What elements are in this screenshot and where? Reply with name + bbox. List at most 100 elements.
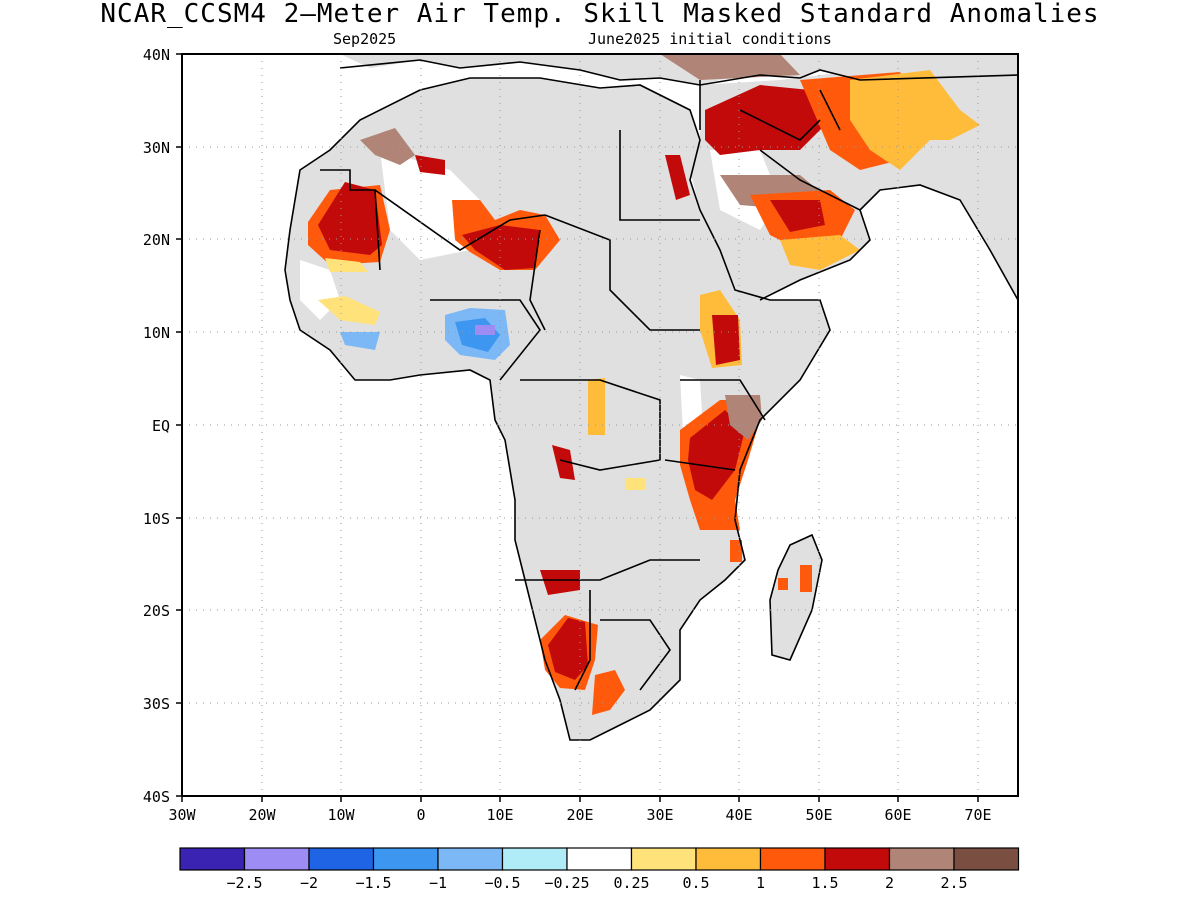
colorbar-label: −1.5	[355, 874, 391, 892]
anomaly-iran-yellow	[850, 70, 960, 170]
border-algeria	[374, 189, 546, 251]
lon-label-70e: 70E	[964, 806, 991, 824]
map-title: NCAR_CCSM4 2—Meter Air Temp. Skill Maske…	[100, 0, 1100, 29]
colorbar-label: −0.5	[484, 874, 520, 892]
arabia-coastline	[759, 184, 1018, 301]
anomaly-nigeria-purple	[475, 325, 495, 335]
anomaly-egypt-red	[665, 155, 690, 200]
lat-label-20n: 20N	[143, 231, 170, 249]
anomaly-westafrica-blue	[340, 332, 380, 350]
colorbar-label: 1.5	[811, 874, 838, 892]
colorbar-label: 0.25	[613, 874, 649, 892]
colorbar-label: 0.5	[682, 874, 709, 892]
lat-label-20s: 20S	[143, 602, 170, 620]
anomaly-algeria-brown	[360, 128, 415, 165]
colorbar-swatch	[630, 847, 697, 871]
anomaly-angola-red	[540, 570, 580, 595]
anomaly-madagascar-orange	[800, 565, 812, 592]
border-east	[680, 379, 766, 421]
europe-landmass	[340, 54, 1018, 85]
lon-label-20w: 20W	[248, 806, 276, 824]
anomaly-mauritania-yellow	[325, 258, 368, 272]
colorbar-swatch	[372, 847, 439, 871]
lon-labels: 30W 20W 10W 0 10E 20E 30E 40E 50E 60E 70…	[168, 806, 991, 824]
border-nigeria	[430, 299, 541, 381]
lon-label-20e: 20E	[566, 806, 593, 824]
border-congo	[520, 379, 661, 471]
lon-label-0: 0	[416, 806, 425, 824]
colorbar-label: −1	[429, 874, 447, 892]
lon-label-10e: 10E	[486, 806, 513, 824]
lat-label-eq: EQ	[152, 417, 170, 435]
lat-label-10s: 10S	[143, 510, 170, 528]
lat-label-30s: 30S	[143, 695, 170, 713]
colorbar-swatch	[243, 847, 310, 871]
lon-label-30w: 30W	[168, 806, 196, 824]
anomaly-congo-yellow	[588, 378, 605, 435]
anomaly-westafrica-yellow	[318, 296, 380, 325]
anomaly-congo-red	[552, 445, 575, 480]
anomaly-turkey-brown	[660, 54, 800, 80]
anomaly-southafrica-orange	[592, 670, 625, 715]
colorbar-label: 2	[885, 874, 894, 892]
map-area	[182, 54, 1018, 796]
colorbar-label: −0.25	[544, 874, 589, 892]
colorbar-label: 2.5	[940, 874, 967, 892]
colorbar-label: −2.5	[226, 874, 262, 892]
lon-label-30e: 30E	[646, 806, 673, 824]
lat-label-10n: 10N	[143, 324, 170, 342]
lon-label-60e: 60E	[884, 806, 911, 824]
border-tanzania	[664, 459, 736, 471]
africa-coastline	[284, 77, 831, 741]
lon-label-40e: 40E	[725, 806, 752, 824]
anomaly-algeria-red	[415, 155, 445, 175]
colorbar-swatch	[179, 847, 246, 871]
colorbar-swatch	[501, 847, 568, 871]
colorbar-label: −2	[300, 874, 318, 892]
axis-ticks	[176, 53, 979, 802]
colorbar-label: 1	[756, 874, 765, 892]
colorbar-swatch	[953, 847, 1020, 871]
lon-label-10w: 10W	[327, 806, 355, 824]
colorbar-labels: −2.5 −2 −1.5 −1 −0.5 −0.25 0.25 0.5 1 1.5 2 2.5	[226, 874, 967, 892]
colorbar-swatch	[566, 847, 633, 871]
lon-label-50e: 50E	[805, 806, 832, 824]
colorbar-swatch	[437, 847, 504, 871]
anomaly-kenya-red	[688, 410, 745, 500]
anomaly-mauritania-red	[318, 182, 382, 255]
anomaly-kenya-brown	[725, 395, 762, 440]
lat-label-40s: 40S	[143, 788, 170, 806]
colorbar-swatch	[759, 847, 826, 871]
border-southern	[515, 559, 700, 581]
border-sudan	[544, 214, 700, 331]
anomaly-zambia-yellow	[625, 478, 645, 490]
anomaly-arabia-red	[770, 200, 825, 232]
border-chad	[529, 229, 546, 331]
valid-month: Sep2025	[333, 30, 397, 48]
anomaly-ethiopia-red	[712, 315, 740, 365]
colorbar-swatch	[888, 847, 955, 871]
initial-conditions: June2025 initial conditions	[588, 30, 832, 48]
colorbar-swatch	[695, 847, 762, 871]
colorbar-swatch	[308, 847, 375, 871]
lat-label-30n: 30N	[143, 139, 170, 157]
anomaly-madagascar-orange-2	[778, 578, 788, 590]
border-mideast	[699, 80, 861, 211]
border-libya-egypt	[619, 130, 700, 221]
country-borders	[284, 59, 1018, 741]
anomaly-mozambique-orange	[730, 540, 742, 562]
europe-coastline	[339, 59, 1018, 86]
madagascar-coastline	[769, 533, 823, 661]
anomaly-arabia-yellow	[780, 235, 860, 270]
grid	[182, 54, 1018, 796]
anomaly-namibia-red	[548, 618, 588, 680]
colorbar-swatch	[824, 847, 891, 871]
anomaly-iraq-red	[705, 85, 830, 155]
border-west-sahara	[320, 169, 381, 271]
colorbar	[179, 847, 1020, 871]
anomaly-gulf-orange	[910, 110, 980, 140]
lat-labels: 40N 30N 20N 10N EQ 10S 20S 30S 40S	[143, 46, 170, 806]
anomaly-patches	[308, 54, 980, 715]
border-namibia	[574, 590, 591, 691]
